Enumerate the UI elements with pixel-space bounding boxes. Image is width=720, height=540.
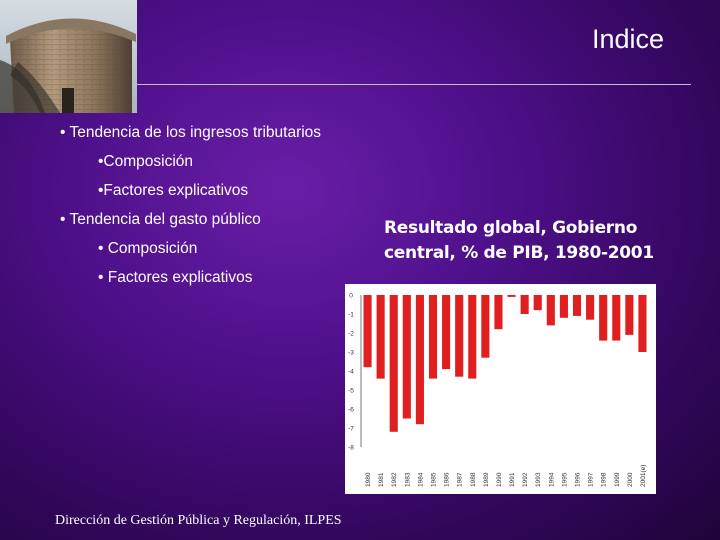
bar-1980	[363, 295, 372, 368]
x-tick-label: 1986	[444, 472, 451, 487]
bar-chart: 0 -1 -2 -3 -4 -5 -6 -7 -8 1980 1981 1982 1983 1984 198…	[345, 284, 656, 494]
title-divider	[137, 84, 691, 85]
bar-1991	[507, 295, 516, 297]
x-tick-label: 1988	[470, 472, 477, 487]
bar-1996	[572, 295, 582, 316]
page-title: Indice	[591, 24, 664, 54]
x-tick-label: 1983	[404, 472, 411, 487]
bullet-subitem: •Factores explicativos	[98, 182, 249, 199]
bar-1985	[428, 295, 438, 379]
bar-2000	[625, 295, 634, 335]
y-tick-label: 0	[349, 293, 353, 300]
y-tick-label: -8	[348, 445, 354, 452]
chart-title: Resultado global, Gobierno central, % de…	[384, 218, 654, 263]
bar-1988	[468, 295, 477, 379]
y-tick-label: -4	[348, 369, 354, 376]
bar-1983	[402, 295, 411, 419]
x-tick-label: 1980	[365, 472, 372, 487]
x-tick-label: 1991	[509, 472, 516, 487]
stone-tower-image	[0, 0, 137, 113]
x-tick-label: 2001(e)	[640, 465, 647, 487]
x-tick-label: 1989	[483, 472, 490, 487]
x-tick-label: 1982	[391, 472, 398, 487]
bar-1999	[612, 295, 621, 341]
bar-1995	[559, 295, 568, 318]
bar-1993	[533, 295, 542, 311]
y-tick-label: -2	[348, 331, 354, 338]
bar-1989	[481, 295, 490, 358]
x-tick-label: 1981	[378, 472, 385, 487]
bar-1981	[376, 295, 385, 379]
bar-1984	[415, 295, 424, 425]
x-tick-label: 1993	[535, 472, 542, 487]
x-tick-label: 1998	[601, 472, 608, 487]
x-tick-label: 1987	[457, 472, 464, 487]
bar-1998	[599, 295, 608, 341]
bar-2001(e)	[638, 295, 647, 352]
y-tick-label: -3	[348, 350, 354, 357]
x-tick-label: 1985	[431, 472, 438, 487]
x-tick-label: 1984	[417, 472, 424, 487]
bar-1997	[586, 295, 595, 320]
x-tick-label: 1994	[548, 472, 555, 487]
bar-1987	[455, 295, 464, 377]
bullet-item: • Tendencia de los ingresos tributarios	[60, 124, 322, 141]
bullet-item: • Tendencia del gasto público	[60, 211, 261, 228]
bar-chart-svg: 0 -1 -2 -3 -4 -5 -6 -7 -8 1980 1981 1982 1983 1984 198…	[348, 293, 647, 488]
bar-1982	[389, 295, 398, 432]
x-tick-label: 1992	[522, 472, 529, 487]
header-photo	[0, 0, 137, 113]
bullet-subitem: • Composición	[98, 240, 198, 257]
x-tick-label: 2000	[627, 472, 634, 487]
bar-1994	[546, 295, 555, 326]
x-tick-label: 1990	[496, 472, 503, 487]
y-tick-label: -6	[348, 407, 354, 414]
bar-1986	[442, 295, 451, 370]
x-tick-label: 1996	[575, 472, 582, 487]
footer-text: Dirección de Gestión Pública y Regulació…	[55, 513, 342, 528]
y-tick-label: -5	[348, 388, 354, 395]
x-tick-label: 1997	[588, 472, 595, 487]
bar-1992	[520, 295, 529, 314]
x-tick-label: 1999	[614, 472, 621, 487]
x-tick-label: 1995	[561, 472, 568, 487]
bar-1990	[494, 295, 503, 330]
bullet-subitem: •Composición	[98, 153, 194, 170]
y-tick-label: -1	[348, 312, 354, 319]
y-tick-label: -7	[348, 426, 354, 433]
bullet-subitem: • Factores explicativos	[98, 269, 253, 286]
